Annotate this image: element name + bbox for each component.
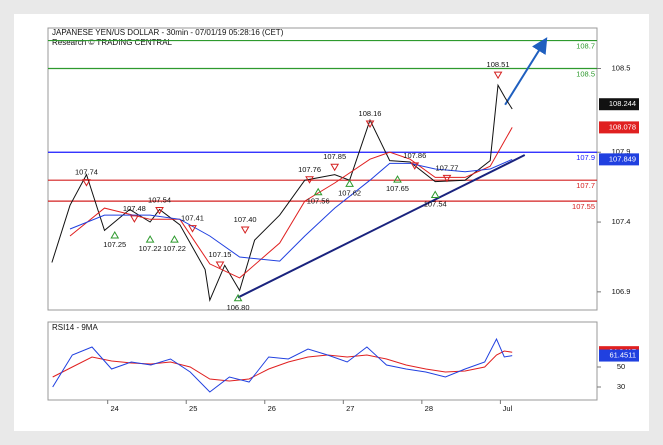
- rsi-frame: [47, 321, 598, 401]
- peak-marker: [82, 179, 91, 187]
- level-label: 107.7: [576, 181, 595, 190]
- y-tick-label: 50: [617, 362, 625, 371]
- peak-label: 107.41: [181, 214, 204, 223]
- peak-marker: [365, 120, 375, 128]
- trough-marker: [110, 230, 120, 239]
- peak-marker: [188, 225, 197, 233]
- x-tick-label: 27: [346, 404, 354, 413]
- peak-marker: [240, 226, 250, 235]
- y-tick-label: 108.5: [612, 63, 631, 72]
- peak-marker: [305, 176, 314, 184]
- peak-label: 107.54: [148, 195, 171, 204]
- trough-label: 107.62: [338, 188, 361, 197]
- y-tick-label: 106.9: [612, 287, 631, 296]
- rsi-title: RSI14 - 9MA: [52, 323, 98, 332]
- series-line: [51, 83, 513, 303]
- trough-marker: [145, 235, 155, 243]
- trough-marker: [313, 187, 323, 196]
- trough-marker: [393, 175, 402, 183]
- peak-label: 107.74: [75, 168, 98, 177]
- peak-marker: [215, 261, 225, 269]
- last-value-box: [599, 153, 639, 166]
- trough-marker: [170, 235, 179, 243]
- peak-label: 107.40: [234, 215, 257, 224]
- level-label: 108.7: [576, 42, 595, 51]
- peak-label: 107.77: [436, 163, 459, 172]
- peak-marker: [330, 163, 340, 172]
- trough-label: 107.65: [386, 184, 409, 193]
- x-tick-label: Jul: [503, 404, 513, 413]
- last-value-box: [599, 121, 639, 134]
- last-value-label: 108.244: [609, 99, 636, 108]
- last-value-box: [599, 98, 639, 111]
- last-value-box: [599, 349, 639, 362]
- level-label: 108.5: [576, 69, 595, 78]
- y-tick-label: 107.4: [612, 217, 631, 226]
- peak-marker: [155, 207, 164, 215]
- x-tick-label: 28: [425, 404, 433, 413]
- peak-label: 107.76: [298, 165, 321, 174]
- trough-label: 107.22: [163, 244, 186, 253]
- chart-title: JAPANESE YEN/US DOLLAR - 30min - 07/01/1…: [52, 28, 284, 37]
- peak-label: 107.85: [323, 152, 346, 161]
- trough-marker: [430, 190, 440, 199]
- price-frame: [47, 27, 598, 311]
- last-value-label: 61.4511: [609, 351, 636, 360]
- trough-label: 107.25: [103, 240, 126, 249]
- trough-marker: [233, 293, 243, 302]
- level-label: 107.9: [576, 153, 595, 162]
- series-line: [52, 350, 513, 382]
- trough-label: 107.56: [307, 197, 330, 206]
- x-tick-label: 26: [268, 404, 276, 413]
- x-tick-label: 24: [111, 404, 119, 413]
- peak-marker: [442, 174, 452, 183]
- trough-marker: [345, 179, 354, 187]
- peak-label: 107.86: [403, 151, 426, 160]
- peak-label: 108.51: [487, 60, 510, 69]
- panel: [14, 14, 649, 431]
- last-value-label: 107.849: [609, 154, 636, 163]
- y-tick-label: 30: [617, 382, 625, 391]
- last-value-label: 108.078: [609, 122, 636, 131]
- chart-subtitle: Research © TRADING CENTRAL: [52, 38, 173, 47]
- y-tick-label: 107.9: [612, 147, 631, 156]
- trough-label: 107.54: [424, 199, 447, 208]
- trendline: [237, 154, 526, 299]
- peak-label: 108.16: [359, 109, 382, 118]
- trough-label: 107.22: [139, 244, 162, 253]
- trough-label: 106.80: [227, 303, 250, 312]
- peak-label: 107.15: [209, 250, 232, 259]
- level-label: 107.55: [572, 202, 595, 211]
- x-tick-label: 25: [189, 404, 197, 413]
- series-line: [69, 158, 513, 262]
- series-line: [52, 337, 513, 393]
- peak-marker: [410, 162, 420, 170]
- peak-label: 107.48: [123, 204, 146, 213]
- peak-marker: [493, 71, 503, 80]
- peak-marker: [130, 215, 139, 223]
- trendline: [504, 37, 548, 106]
